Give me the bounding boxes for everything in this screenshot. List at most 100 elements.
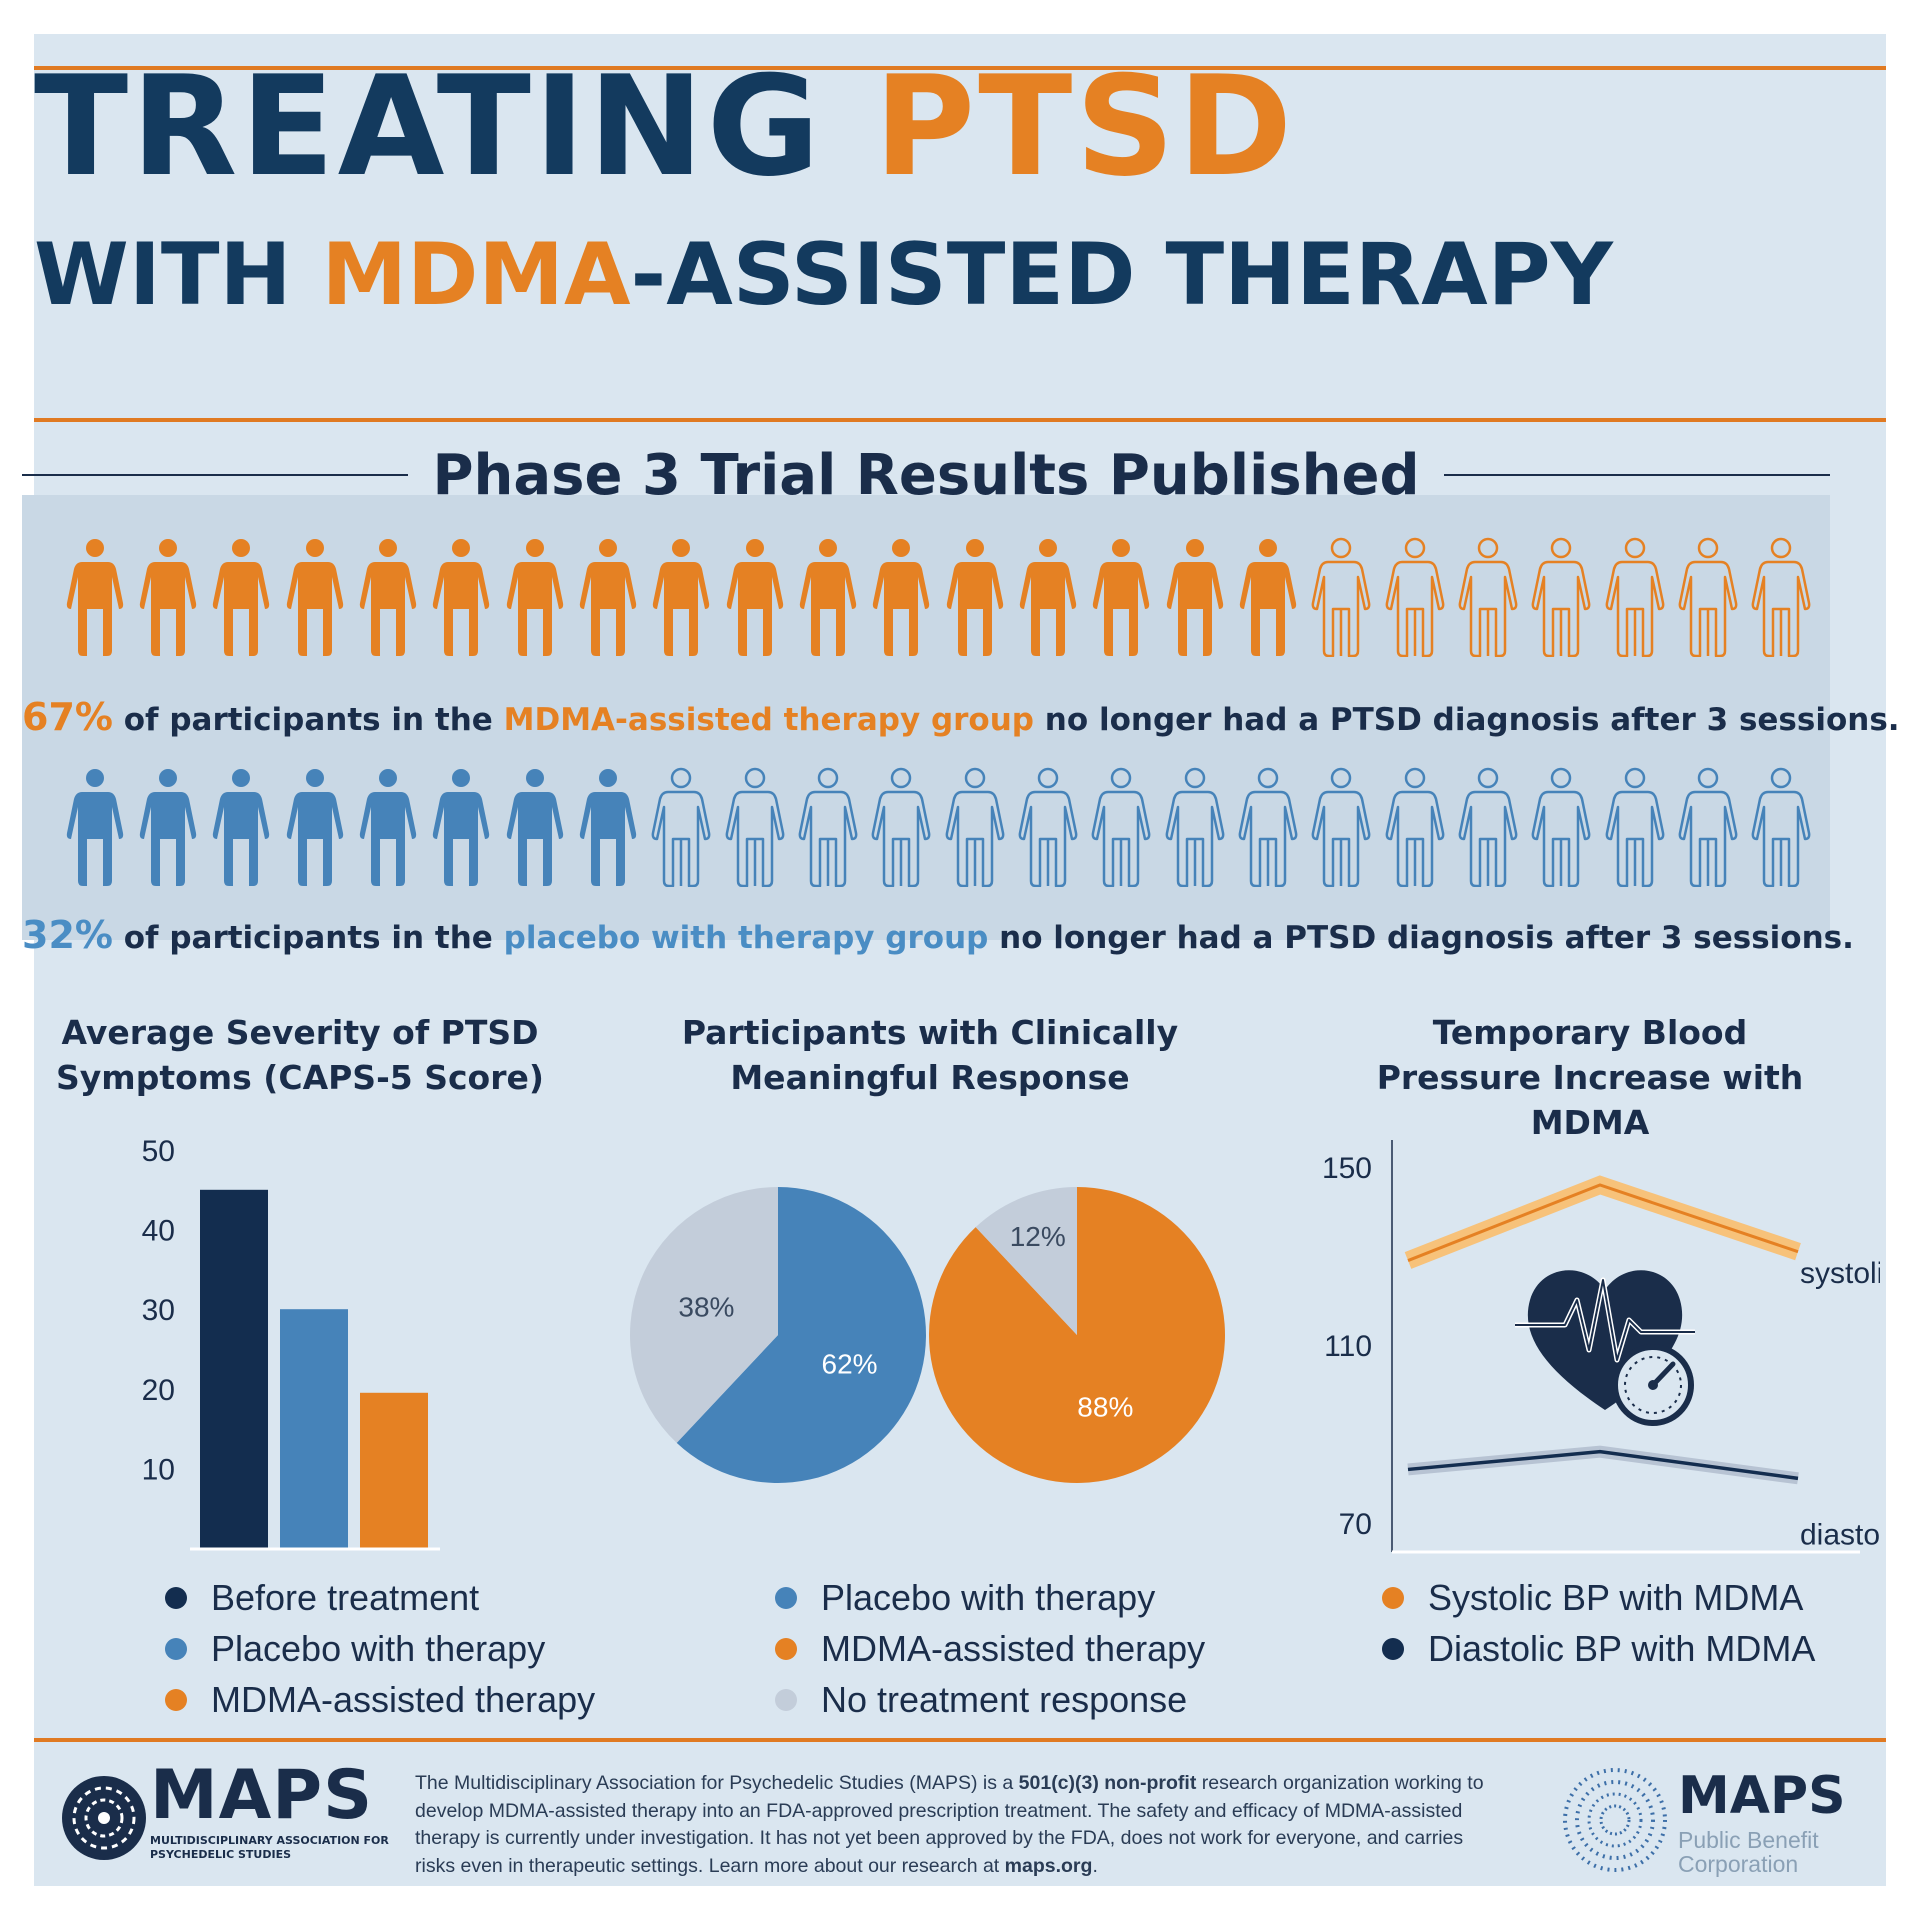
person-icon-outline	[945, 767, 1005, 887]
legend-dot-icon	[775, 1586, 797, 1609]
legend-item: Systolic BP with MDMA	[1382, 1572, 1815, 1623]
placebo-stat-line: 32% of participants in the placebo with …	[22, 913, 1854, 957]
line-ytick-label: 150	[1322, 1152, 1372, 1185]
person-icon-outline	[1678, 537, 1738, 657]
maps-logo-text: MAPS	[150, 1756, 374, 1835]
legend-item: No treatment response	[775, 1674, 1205, 1725]
pbc-burst-icon	[1563, 1768, 1667, 1872]
person-icon-outline	[1238, 767, 1298, 887]
person-icon-outline	[725, 767, 785, 887]
top-rule	[34, 66, 1886, 70]
person-icon-outline	[798, 767, 858, 887]
disclaimer-link[interactable]: maps.org	[1004, 1854, 1093, 1877]
person-icon-outline	[1091, 767, 1151, 887]
mdma-stat-group: MDMA-assisted therapy group	[503, 702, 1034, 738]
legend-label: Placebo with therapy	[211, 1627, 546, 1669]
person-icon-outline	[1311, 767, 1371, 887]
person-icon-filled	[212, 769, 270, 886]
person-icon-outline	[1458, 767, 1518, 887]
person-icon-outline	[1531, 537, 1591, 657]
maps-swirl-icon	[62, 1776, 146, 1860]
person-icon-filled	[799, 539, 857, 656]
mdma-stat-line: 67% of participants in the MDMA-assisted…	[22, 695, 1900, 739]
bar-mdma-assisted-therapy	[360, 1392, 428, 1548]
bar-ytick-label: 30	[142, 1294, 175, 1327]
person-icon-filled	[212, 539, 270, 656]
pie-slice-12-pct	[975, 1187, 1077, 1335]
legend-dot-icon	[775, 1637, 797, 1660]
person-icon-outline	[1311, 537, 1371, 657]
person-icon-filled	[579, 769, 637, 886]
placebo-people-row	[58, 767, 1818, 887]
person-icon-outline	[871, 767, 931, 887]
line-ytick-label: 110	[1324, 1330, 1372, 1363]
maps-logo-subtitle: MULTIDISCIPLINARY ASSOCIATION FOR PSYCHE…	[150, 1834, 389, 1861]
disclaimer-text3: .	[1092, 1854, 1098, 1877]
bar-placebo-with-therapy	[280, 1309, 348, 1548]
person-icon-filled	[432, 539, 490, 656]
pie-chart-title: Participants with Clinically Meaningful …	[681, 1013, 1179, 1097]
pie-slice-label: 62%	[822, 1348, 878, 1379]
bar-ytick-label: 10	[142, 1453, 175, 1486]
legend-dot-icon	[775, 1688, 797, 1711]
person-icon-filled	[286, 539, 344, 656]
person-icon-outline	[1385, 767, 1445, 887]
legend-label: MDMA-assisted therapy	[821, 1627, 1206, 1669]
person-icon-filled	[359, 539, 417, 656]
person-icon-outline	[1531, 767, 1591, 887]
person-icon-filled	[652, 539, 710, 656]
person-icon-filled	[506, 769, 564, 886]
main-title: TREATING PTSD	[34, 58, 1834, 196]
person-icon-outline	[1605, 767, 1665, 887]
legend-label: No treatment response	[821, 1678, 1188, 1720]
person-icon-outline	[1605, 537, 1665, 657]
legend-item: MDMA-assisted therapy	[165, 1674, 595, 1725]
line-chart: 70 110 150 systolic diastolic	[1322, 1140, 1880, 1554]
line-chart-legend: Systolic BP with MDMA Diastolic BP with M…	[1382, 1572, 1815, 1674]
pie-slice-label: 12%	[1010, 1221, 1066, 1252]
person-icon-filled	[1019, 539, 1077, 656]
infographic-background	[34, 34, 1886, 1886]
heading-left-line	[22, 474, 409, 476]
results-panel: 67% of participants in the MDMA-assisted…	[22, 495, 1900, 957]
placebo-stat-text2: no longer had a PTSD diagnosis after 3 s…	[988, 920, 1854, 956]
pie-slice-label: 88%	[1077, 1392, 1133, 1423]
person-icon-filled	[506, 539, 564, 656]
legend-dot-icon	[165, 1586, 187, 1609]
legend-dot-icon	[165, 1637, 187, 1660]
legend-label: MDMA-assisted therapy	[211, 1678, 596, 1720]
title-part-ptsd: PTSD	[874, 46, 1296, 207]
person-icon-outline	[1385, 537, 1445, 657]
person-icon-outline	[1018, 767, 1078, 887]
legend-item: Placebo with therapy	[165, 1623, 595, 1674]
legend-dot-icon	[165, 1688, 187, 1711]
main-subtitle: WITH MDMA-ASSISTED THERAPY	[34, 232, 1834, 318]
bar-before-treatment	[200, 1189, 268, 1548]
pie-slice-62-pct	[676, 1187, 926, 1483]
person-icon-filled	[286, 769, 344, 886]
person-icon-outline	[1751, 537, 1811, 657]
legend-item: Diastolic BP with MDMA	[1382, 1623, 1815, 1674]
disclaimer-nonprofit: 501(c)(3) non-profit	[1018, 1772, 1197, 1794]
placebo-stat-group: placebo with therapy group	[503, 920, 989, 956]
footer-rule	[34, 1738, 1886, 1742]
bar-ytick-label: 50	[142, 1135, 175, 1168]
pie-slice-label: 38%	[678, 1292, 734, 1323]
series-line-diastolic	[1407, 1449, 1799, 1481]
person-icon-filled	[1166, 539, 1224, 656]
mdma-stat-text2: no longer had a PTSD diagnosis after 3 s…	[1034, 702, 1900, 738]
person-icon-filled	[66, 769, 124, 886]
disclaimer-text2: research organization working to develop…	[415, 1772, 1484, 1877]
subtitle-part-with: WITH	[34, 225, 322, 325]
series-label-diastolic: diastolic	[1800, 1519, 1880, 1552]
person-icon-outline	[1458, 537, 1518, 657]
maps-logo: MAPS MULTIDISCIPLINARY ASSOCIATION FOR P…	[60, 1756, 390, 1878]
person-icon-outline	[651, 767, 711, 887]
subtitle-part-mdma: MDMA	[321, 225, 631, 325]
maps-pbc-logo: MAPS Public Benefit Corporation	[1560, 1760, 1880, 1880]
bar-chart: 10 20 30 40 50	[142, 1135, 440, 1551]
legend-dot-icon	[1382, 1586, 1404, 1609]
bar-chart-legend: Before treatment Placebo with therapy MDMA…	[165, 1572, 595, 1725]
person-icon-filled	[139, 769, 197, 886]
bar-chart-title: Average Severity of PTSD Symptoms (CAPS-…	[56, 1013, 544, 1097]
